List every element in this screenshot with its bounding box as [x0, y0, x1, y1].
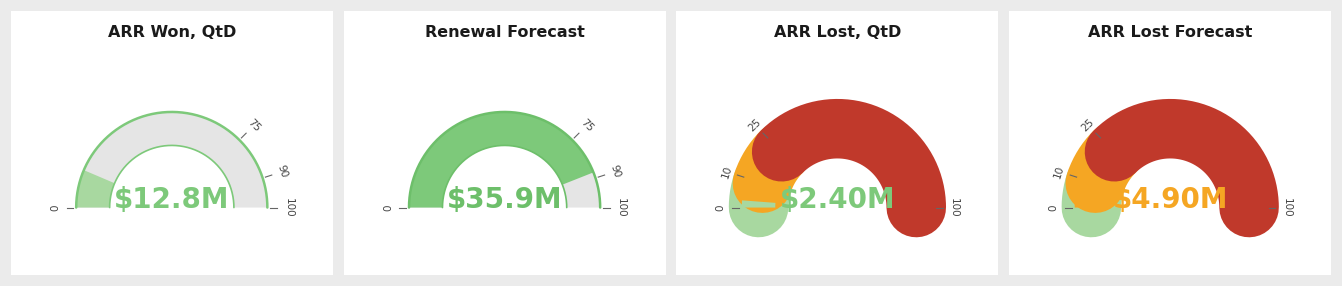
- Text: 90: 90: [276, 164, 290, 179]
- Text: 100: 100: [283, 198, 294, 217]
- Text: ARR Lost, QtD: ARR Lost, QtD: [774, 25, 900, 39]
- Text: 0: 0: [382, 204, 393, 211]
- Polygon shape: [1075, 112, 1266, 208]
- Text: $12.8M: $12.8M: [114, 186, 229, 214]
- Polygon shape: [742, 112, 933, 208]
- Text: $2.40M: $2.40M: [780, 186, 895, 214]
- Polygon shape: [742, 200, 776, 208]
- Text: 90: 90: [609, 164, 623, 179]
- Text: 10: 10: [1052, 164, 1066, 179]
- Text: $35.9M: $35.9M: [447, 186, 562, 214]
- Text: 75: 75: [578, 117, 596, 133]
- Polygon shape: [1075, 193, 1108, 208]
- Polygon shape: [409, 112, 593, 208]
- Text: 100: 100: [1282, 198, 1292, 217]
- Text: 100: 100: [949, 198, 960, 217]
- Polygon shape: [409, 112, 600, 208]
- Text: ARR Lost Forecast: ARR Lost Forecast: [1088, 25, 1252, 39]
- Text: 75: 75: [246, 117, 263, 133]
- Text: Renewal Forecast: Renewal Forecast: [424, 25, 585, 39]
- Text: 25: 25: [1079, 117, 1096, 133]
- Text: ARR Won, QtD: ARR Won, QtD: [107, 25, 236, 39]
- Text: 0: 0: [1048, 204, 1059, 211]
- Text: 0: 0: [50, 204, 60, 211]
- Text: 10: 10: [719, 164, 733, 179]
- Text: $4.90M: $4.90M: [1113, 186, 1228, 214]
- Text: 0: 0: [715, 204, 726, 211]
- Polygon shape: [76, 112, 267, 208]
- Text: 100: 100: [616, 198, 627, 217]
- Polygon shape: [76, 170, 114, 208]
- Text: 25: 25: [746, 117, 764, 133]
